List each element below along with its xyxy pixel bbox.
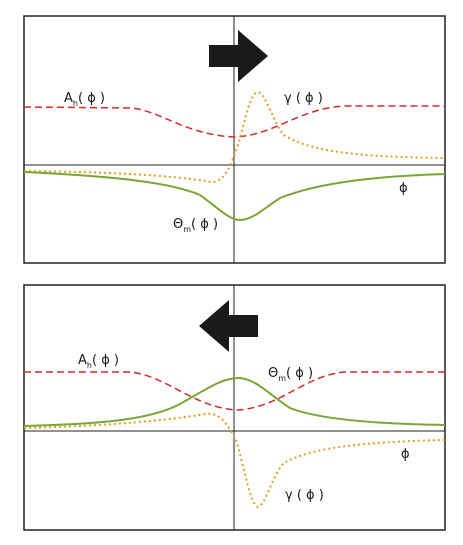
bottom-phi-label: ϕ: [401, 447, 410, 462]
bottom-theta-curve: [23, 376, 446, 427]
bottom-A-curve: [24, 371, 445, 411]
arrow-right-icon: [209, 30, 268, 82]
bottom-theta-label: Θm( ϕ ): [268, 366, 313, 383]
arrow-left-icon: [199, 300, 258, 352]
top-panel: Ah( ϕ ) γ ( ϕ ) Θm( ϕ ) ϕ: [23, 15, 446, 264]
bottom-A-label: Ah( ϕ ): [78, 353, 119, 370]
bottom-gamma-label: γ ( ϕ ): [285, 488, 324, 503]
top-theta-label: Θm( ϕ ): [173, 217, 218, 234]
bottom-panel: Ah( ϕ ) Θm( ϕ ) γ ( ϕ ) ϕ: [23, 284, 446, 531]
top-theta-curve: [23, 171, 446, 222]
top-gamma-label: γ ( ϕ ): [284, 91, 323, 106]
top-A-label: Ah( ϕ ): [64, 91, 105, 108]
top-phi-label: ϕ: [399, 181, 408, 196]
top-A-curve: [23, 105, 445, 138]
